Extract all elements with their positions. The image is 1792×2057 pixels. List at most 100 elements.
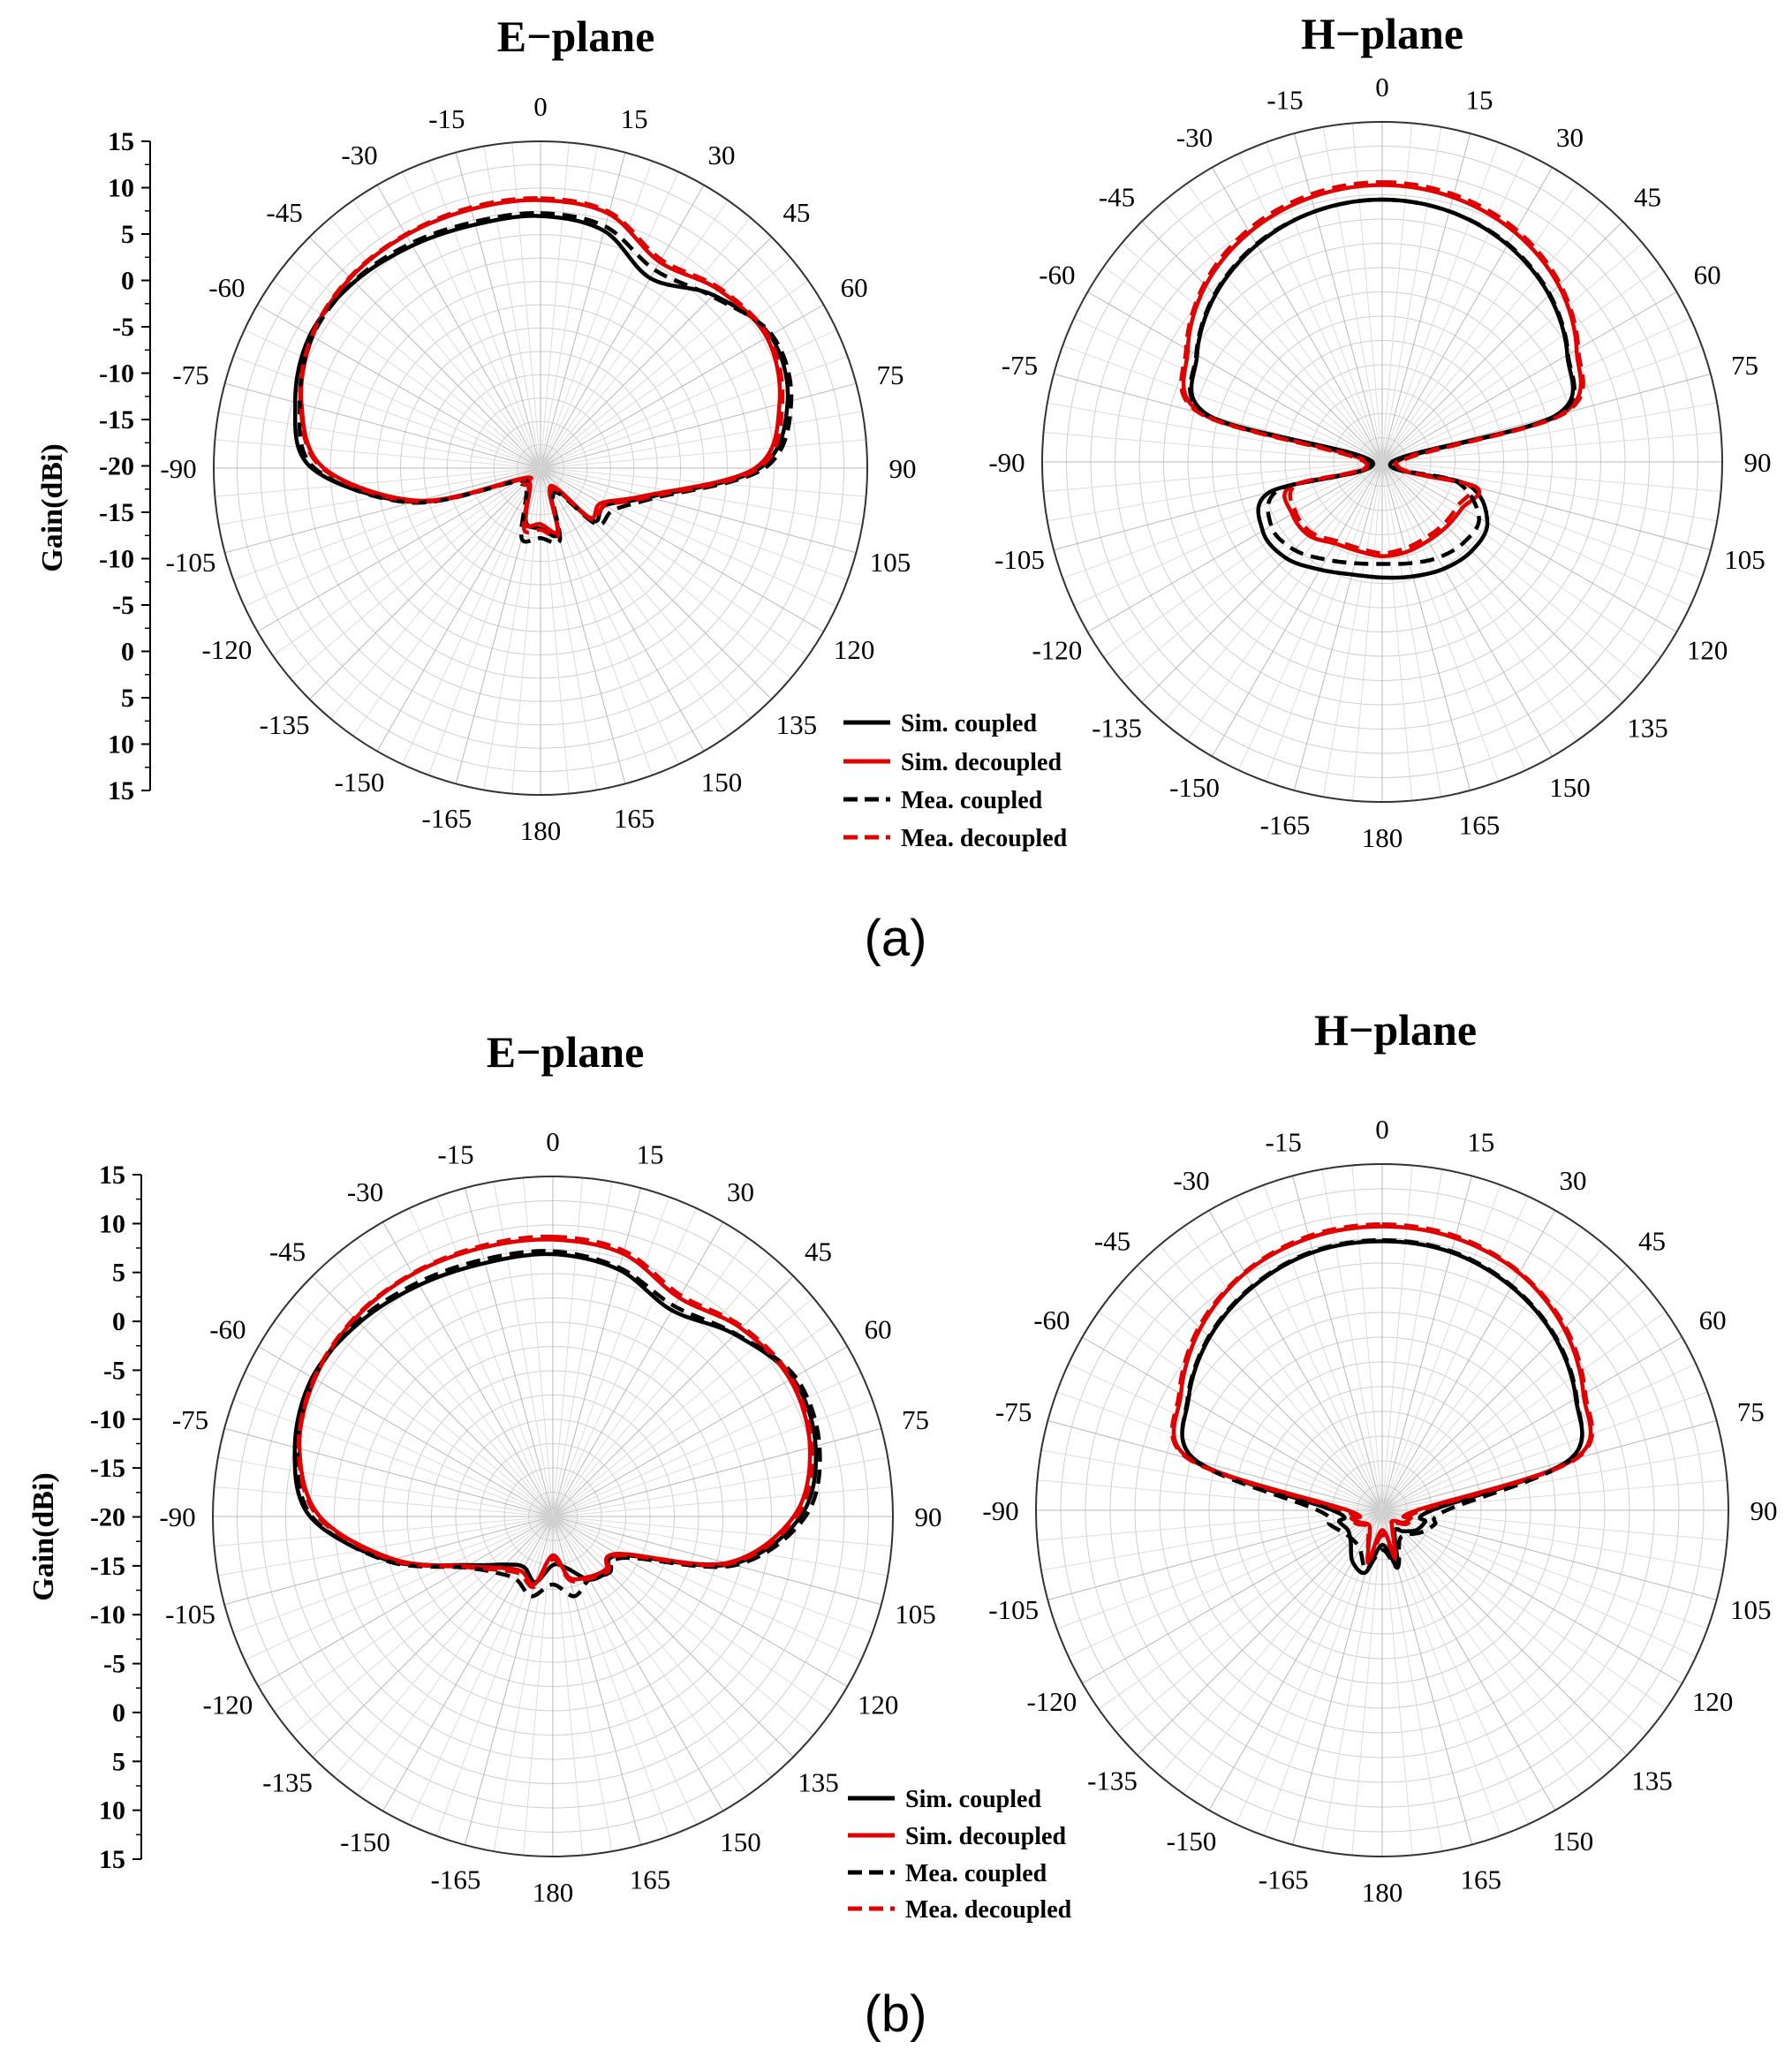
grid-spoke [540, 467, 809, 656]
grid-spoke [1381, 402, 1718, 463]
legend-label-sim-coupled: Sim. coupled [901, 710, 1037, 737]
grid-spoke [1381, 132, 1471, 463]
grid-spoke [540, 142, 570, 469]
grid-spoke [1235, 1509, 1383, 1825]
grid-spoke [214, 1516, 554, 1547]
legend-label-mea-coupled: Mea. coupled [905, 1860, 1047, 1887]
grid-spoke [540, 467, 679, 765]
angle-tick-label: 180 [533, 1877, 574, 1908]
grid-spoke [1186, 183, 1383, 463]
grid-spoke [1263, 1509, 1383, 1836]
angle-tick-label: 30 [727, 1176, 754, 1207]
grid-spoke [552, 1516, 848, 1687]
angle-tick-label: -45 [1094, 1226, 1130, 1257]
angle-tick-label: 0 [533, 91, 548, 122]
grid-spoke [402, 467, 541, 765]
grid-spoke [1381, 1311, 1667, 1511]
angle-tick-label: -120 [1026, 1686, 1077, 1717]
grid-spoke [1381, 1509, 1606, 1776]
grid-spoke [274, 1320, 554, 1517]
grid-spoke [1381, 461, 1721, 493]
angle-tick-label: 0 [546, 1126, 560, 1157]
angle-tick-label: -90 [159, 1501, 195, 1532]
angle-tick-label: -135 [1087, 1766, 1138, 1796]
angle-tick-label: -135 [262, 1767, 313, 1798]
grid-spoke [511, 142, 541, 469]
grid-spoke [1381, 1509, 1682, 1684]
grid-spoke [1159, 1509, 1383, 1776]
outer-circle [212, 1176, 894, 1857]
grid-spoke [552, 1197, 670, 1517]
grid-spoke [1293, 132, 1383, 463]
grid-spoke [540, 467, 598, 790]
grid-spoke [224, 382, 541, 469]
angle-tick-label: -75 [995, 1396, 1032, 1427]
grid-spoke [382, 1516, 554, 1811]
angle-tick-label: -60 [208, 272, 245, 303]
grid-spoke [464, 1516, 554, 1846]
angle-tick-label: 75 [877, 359, 904, 390]
grid-spoke [257, 467, 541, 632]
angle-tick-label: 135 [1631, 1766, 1673, 1796]
series-mea-decoupled [298, 196, 785, 540]
grid-spoke [552, 1237, 749, 1517]
grid-spoke [1381, 1509, 1443, 1852]
angle-tick-label: -75 [172, 1404, 208, 1435]
grid-spoke [309, 237, 541, 469]
grid-spoke [552, 1516, 613, 1852]
grid-spoke [1381, 153, 1527, 463]
grid-spoke [312, 1516, 554, 1758]
angle-tick-label: -105 [166, 547, 216, 578]
grid-spoke [552, 1372, 862, 1517]
grid-spoke [1381, 1509, 1556, 1811]
grid-spoke [552, 1516, 698, 1826]
grid-spoke [1381, 1176, 1472, 1511]
angle-tick-label: 60 [865, 1314, 892, 1345]
y-tick-label: 15 [99, 1845, 125, 1874]
grid-spoke [272, 280, 541, 469]
panel-label-b: (b) [865, 1985, 927, 2043]
grid-spoke [1381, 1168, 1443, 1511]
grid-spoke [1381, 461, 1677, 632]
grid-spoke [290, 257, 541, 469]
polar-plot-a-hplane: 0 153045607590105120135150165180-165-150-… [988, 72, 1771, 853]
grid-spoke [1381, 291, 1677, 463]
grid-spoke [1381, 1509, 1708, 1630]
grid-spoke [1381, 461, 1691, 607]
grid-spoke [1103, 461, 1383, 658]
grid-spoke [357, 1516, 554, 1796]
grid-spoke [1293, 461, 1383, 791]
grid-spoke [376, 467, 541, 752]
grid-spoke [1381, 123, 1413, 463]
gain-axis-b: 15 10 5 0 -5 -10 -15 -20 -15 -10 -5 0 5 10 15 [90, 1161, 142, 1874]
grid-spoke [1381, 461, 1661, 658]
grid-spoke [552, 1516, 772, 1778]
grid-spoke [1073, 461, 1383, 607]
grid-spoke [1098, 1509, 1383, 1710]
grid-spoke [1047, 461, 1383, 522]
grid-spoke [1208, 1210, 1383, 1511]
grid-spoke [1137, 1509, 1383, 1756]
grid-spoke [1056, 1391, 1383, 1511]
grid-spoke [1062, 461, 1383, 579]
series-mea-coupled [1180, 1237, 1584, 1572]
chart-title-a-eplane: E−plane [497, 11, 655, 61]
grid-spoke [312, 1275, 554, 1517]
grid-spoke [1381, 461, 1644, 681]
grid-spoke [1068, 1363, 1383, 1511]
grid-spoke [244, 1372, 554, 1517]
grid-spoke [540, 467, 570, 794]
angle-tick-label: -120 [1032, 635, 1082, 666]
grid-spoke [1351, 1165, 1383, 1511]
grid-spoke [1381, 1287, 1648, 1511]
y-tick-label: 10 [99, 1796, 125, 1826]
grid-spoke [540, 439, 866, 469]
grid-spoke [540, 411, 863, 469]
y-tick-label: 15 [108, 776, 134, 805]
grid-spoke [540, 171, 679, 469]
grid-spoke [1381, 243, 1644, 463]
y-tick-label: -10 [90, 1600, 125, 1630]
angle-tick-label: -135 [260, 709, 310, 740]
grid-spoke [1292, 1509, 1383, 1845]
angle-tick-label: 120 [834, 634, 875, 665]
